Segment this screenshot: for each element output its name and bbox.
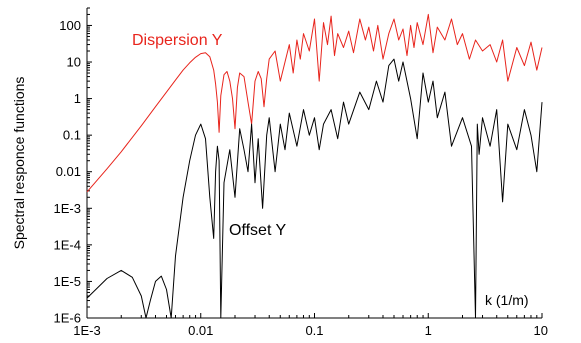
x-tick-label: 0.01 xyxy=(188,323,213,338)
annotation-offset-y: Offset Y xyxy=(229,222,287,239)
axes: 1E-6 1E-5 1E-4 1E-3 0.01 0.1 1 10 100 1E-3 0.01 0.1… xyxy=(54,7,548,338)
y-tick-label: 0.1 xyxy=(63,128,81,143)
x-axis-title: k (1/m) xyxy=(485,292,529,308)
y-tick-label: 100 xyxy=(59,18,81,33)
x-tick-label: 10 xyxy=(534,323,548,338)
y-tick-label: 1E-3 xyxy=(54,201,81,216)
y-tick-label: 10 xyxy=(67,55,81,70)
y-tick-label: 1 xyxy=(74,91,81,106)
y-tick-label: 1E-5 xyxy=(54,274,81,289)
x-tick-label: 1 xyxy=(425,323,432,338)
y-tick-label: 0.01 xyxy=(56,164,81,179)
series-line-dispersion-y xyxy=(86,13,543,193)
x-tick-label: 0.1 xyxy=(305,323,323,338)
series-layer xyxy=(86,13,543,319)
x-tick-label: 1E-3 xyxy=(73,323,100,338)
series-line-offset-y xyxy=(86,58,543,319)
y-tick-label: 1E-4 xyxy=(54,237,81,252)
y-axis-title: Spectral responce functions xyxy=(11,77,27,250)
annotation-dispersion-y: Dispersion Y xyxy=(132,32,223,49)
y-tick-label: 1E-6 xyxy=(54,311,81,326)
